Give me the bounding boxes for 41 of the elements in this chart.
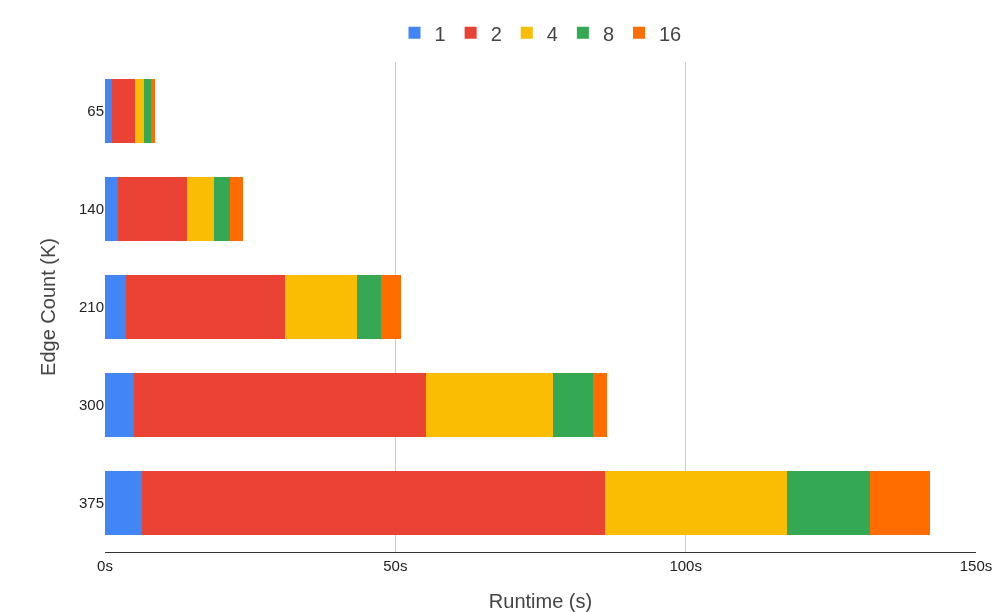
bar — [143, 79, 151, 143]
bar — [870, 471, 930, 535]
bar — [150, 79, 155, 143]
bar — [105, 275, 126, 339]
y-tick-label: 65 — [87, 102, 104, 120]
bar — [105, 79, 112, 143]
bar — [552, 373, 593, 437]
bar — [592, 373, 607, 437]
legend-label: 2 — [490, 22, 502, 45]
x-tick-label: 0s — [97, 557, 113, 574]
bar — [357, 275, 381, 339]
bar — [604, 471, 788, 535]
x-tick-label: 50s — [383, 557, 408, 574]
bar — [142, 471, 605, 535]
bar — [135, 79, 144, 143]
bar — [105, 471, 143, 535]
legend-label: 8 — [602, 22, 614, 45]
legend-label: 4 — [546, 22, 558, 45]
legend-label: 1 — [434, 22, 446, 45]
bar — [425, 373, 553, 437]
legend-label: 16 — [659, 22, 682, 45]
bar — [380, 275, 401, 339]
bar — [186, 177, 215, 241]
bar — [214, 177, 231, 241]
bar — [787, 471, 871, 535]
bar — [105, 373, 135, 437]
x-axis-title: Runtime (s) — [488, 590, 593, 612]
bar — [285, 275, 358, 339]
x-tick-label: 100s — [669, 557, 702, 574]
bar — [117, 177, 187, 241]
x-tick-label: 150s — [959, 557, 993, 574]
y-tick-label: 210 — [78, 298, 104, 316]
y-tick-label: 300 — [78, 396, 104, 414]
bar — [125, 275, 286, 339]
y-tick-label: 140 — [78, 200, 104, 218]
bar — [105, 177, 118, 241]
bar — [230, 177, 243, 241]
bar — [111, 79, 136, 143]
y-tick-label: 375 — [78, 494, 104, 512]
bar — [134, 373, 426, 437]
y-axis-title: Edge Count (K) — [37, 238, 59, 376]
